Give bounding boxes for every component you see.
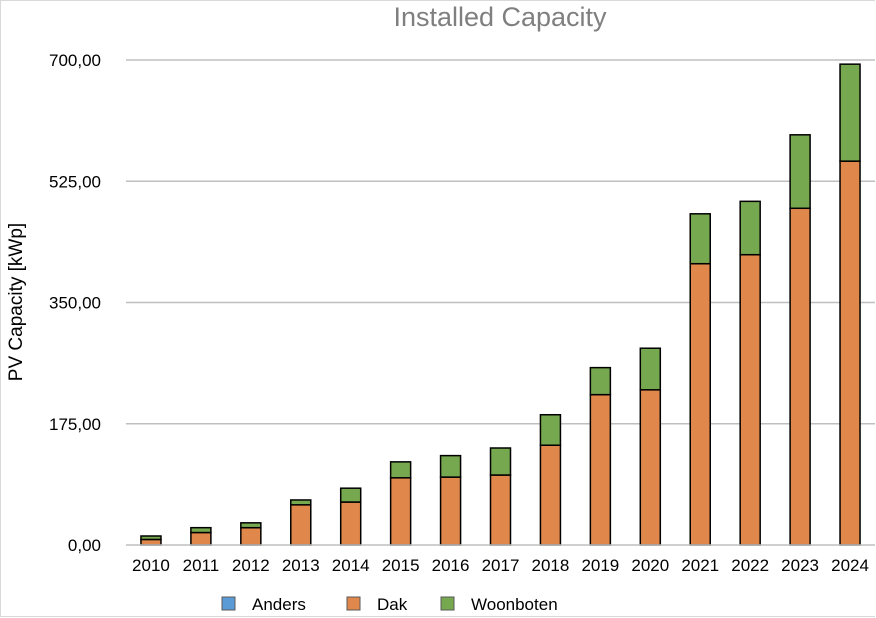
bar-dak-2010 <box>140 538 162 546</box>
x-tick-labels: 2010 2011 2012 2013 2014 2015 2016 2017 2018 2019… <box>132 556 869 575</box>
x-tick-label: 2024 <box>831 556 869 575</box>
bar-dak-2018 <box>539 444 562 546</box>
bar-dak-2011 <box>190 531 212 546</box>
legend-swatch-dak <box>346 596 361 611</box>
legend-swatch-woonboten <box>440 596 455 611</box>
bar-dak-2021 <box>689 262 711 546</box>
x-tick-label: 2011 <box>183 556 220 575</box>
x-tick-label: 2022 <box>731 556 769 575</box>
y-tick-label: 700,00 <box>49 51 101 70</box>
y-tick-label: 175,00 <box>49 415 101 434</box>
bar-woonboten-2014 <box>339 487 362 503</box>
bar-woonboten-2016 <box>439 454 462 478</box>
legend-swatch-anders <box>221 596 236 611</box>
bar-woonboten-2017 <box>489 447 512 476</box>
legend-label-anders: Anders <box>252 595 306 614</box>
x-tick-label: 2010 <box>132 556 170 575</box>
bar-dak-2015 <box>389 477 412 546</box>
legend: Anders Dak Woonboten <box>221 595 558 614</box>
bar-woonboten-2019 <box>589 366 612 396</box>
bar-woonboten-2013 <box>290 499 312 506</box>
y-tick-label: 525,00 <box>49 172 101 191</box>
bar-woonboten-2018 <box>539 413 562 446</box>
x-tick-label: 2012 <box>232 556 270 575</box>
legend-label-dak: Dak <box>377 595 408 614</box>
bars <box>140 63 861 546</box>
x-tick-label: 2019 <box>581 556 619 575</box>
x-tick-label: 2018 <box>532 556 570 575</box>
bar-dak-2017 <box>489 474 512 546</box>
x-tick-label: 2023 <box>781 556 819 575</box>
bar-dak-2016 <box>439 476 462 546</box>
bar-dak-2022 <box>739 253 761 546</box>
bar-dak-2023 <box>789 207 811 546</box>
y-tick-label: 350,00 <box>49 294 101 313</box>
bar-woonboten-2022 <box>739 200 761 256</box>
bar-dak-2013 <box>290 504 312 546</box>
bar-dak-2014 <box>339 501 362 546</box>
bar-woonboten-2024 <box>839 63 861 162</box>
y-tick-label: 0,00 <box>68 536 101 555</box>
bar-woonboten-2021 <box>689 213 711 265</box>
x-tick-label: 2013 <box>282 556 320 575</box>
bar-dak-2024 <box>839 160 861 546</box>
bar-woonboten-2015 <box>389 461 412 479</box>
bar-woonboten-2023 <box>789 134 811 210</box>
x-tick-label: 2014 <box>332 556 370 575</box>
bar-woonboten-2011 <box>190 526 212 534</box>
y-axis-label: PV Capacity [kWp] <box>6 223 27 381</box>
x-tick-label: 2015 <box>382 556 420 575</box>
bar-dak-2020 <box>639 389 662 546</box>
gridlines <box>126 59 875 425</box>
bar-woonboten-2012 <box>240 522 262 529</box>
x-tick-label: 2021 <box>681 556 719 575</box>
chart-title: Installed Capacity <box>393 2 607 32</box>
bar-woonboten-2020 <box>639 347 662 391</box>
legend-label-woonboten: Woonboten <box>471 595 558 614</box>
y-tick-labels: 0,00 175,00 350,00 525,00 700,00 <box>49 51 101 555</box>
bar-dak-2019 <box>589 393 612 546</box>
x-tick-label: 2016 <box>432 556 470 575</box>
bar-dak-2012 <box>240 526 262 546</box>
bar-woonboten-2010 <box>140 535 162 541</box>
x-tick-label: 2020 <box>631 556 669 575</box>
x-tick-label: 2017 <box>482 556 520 575</box>
